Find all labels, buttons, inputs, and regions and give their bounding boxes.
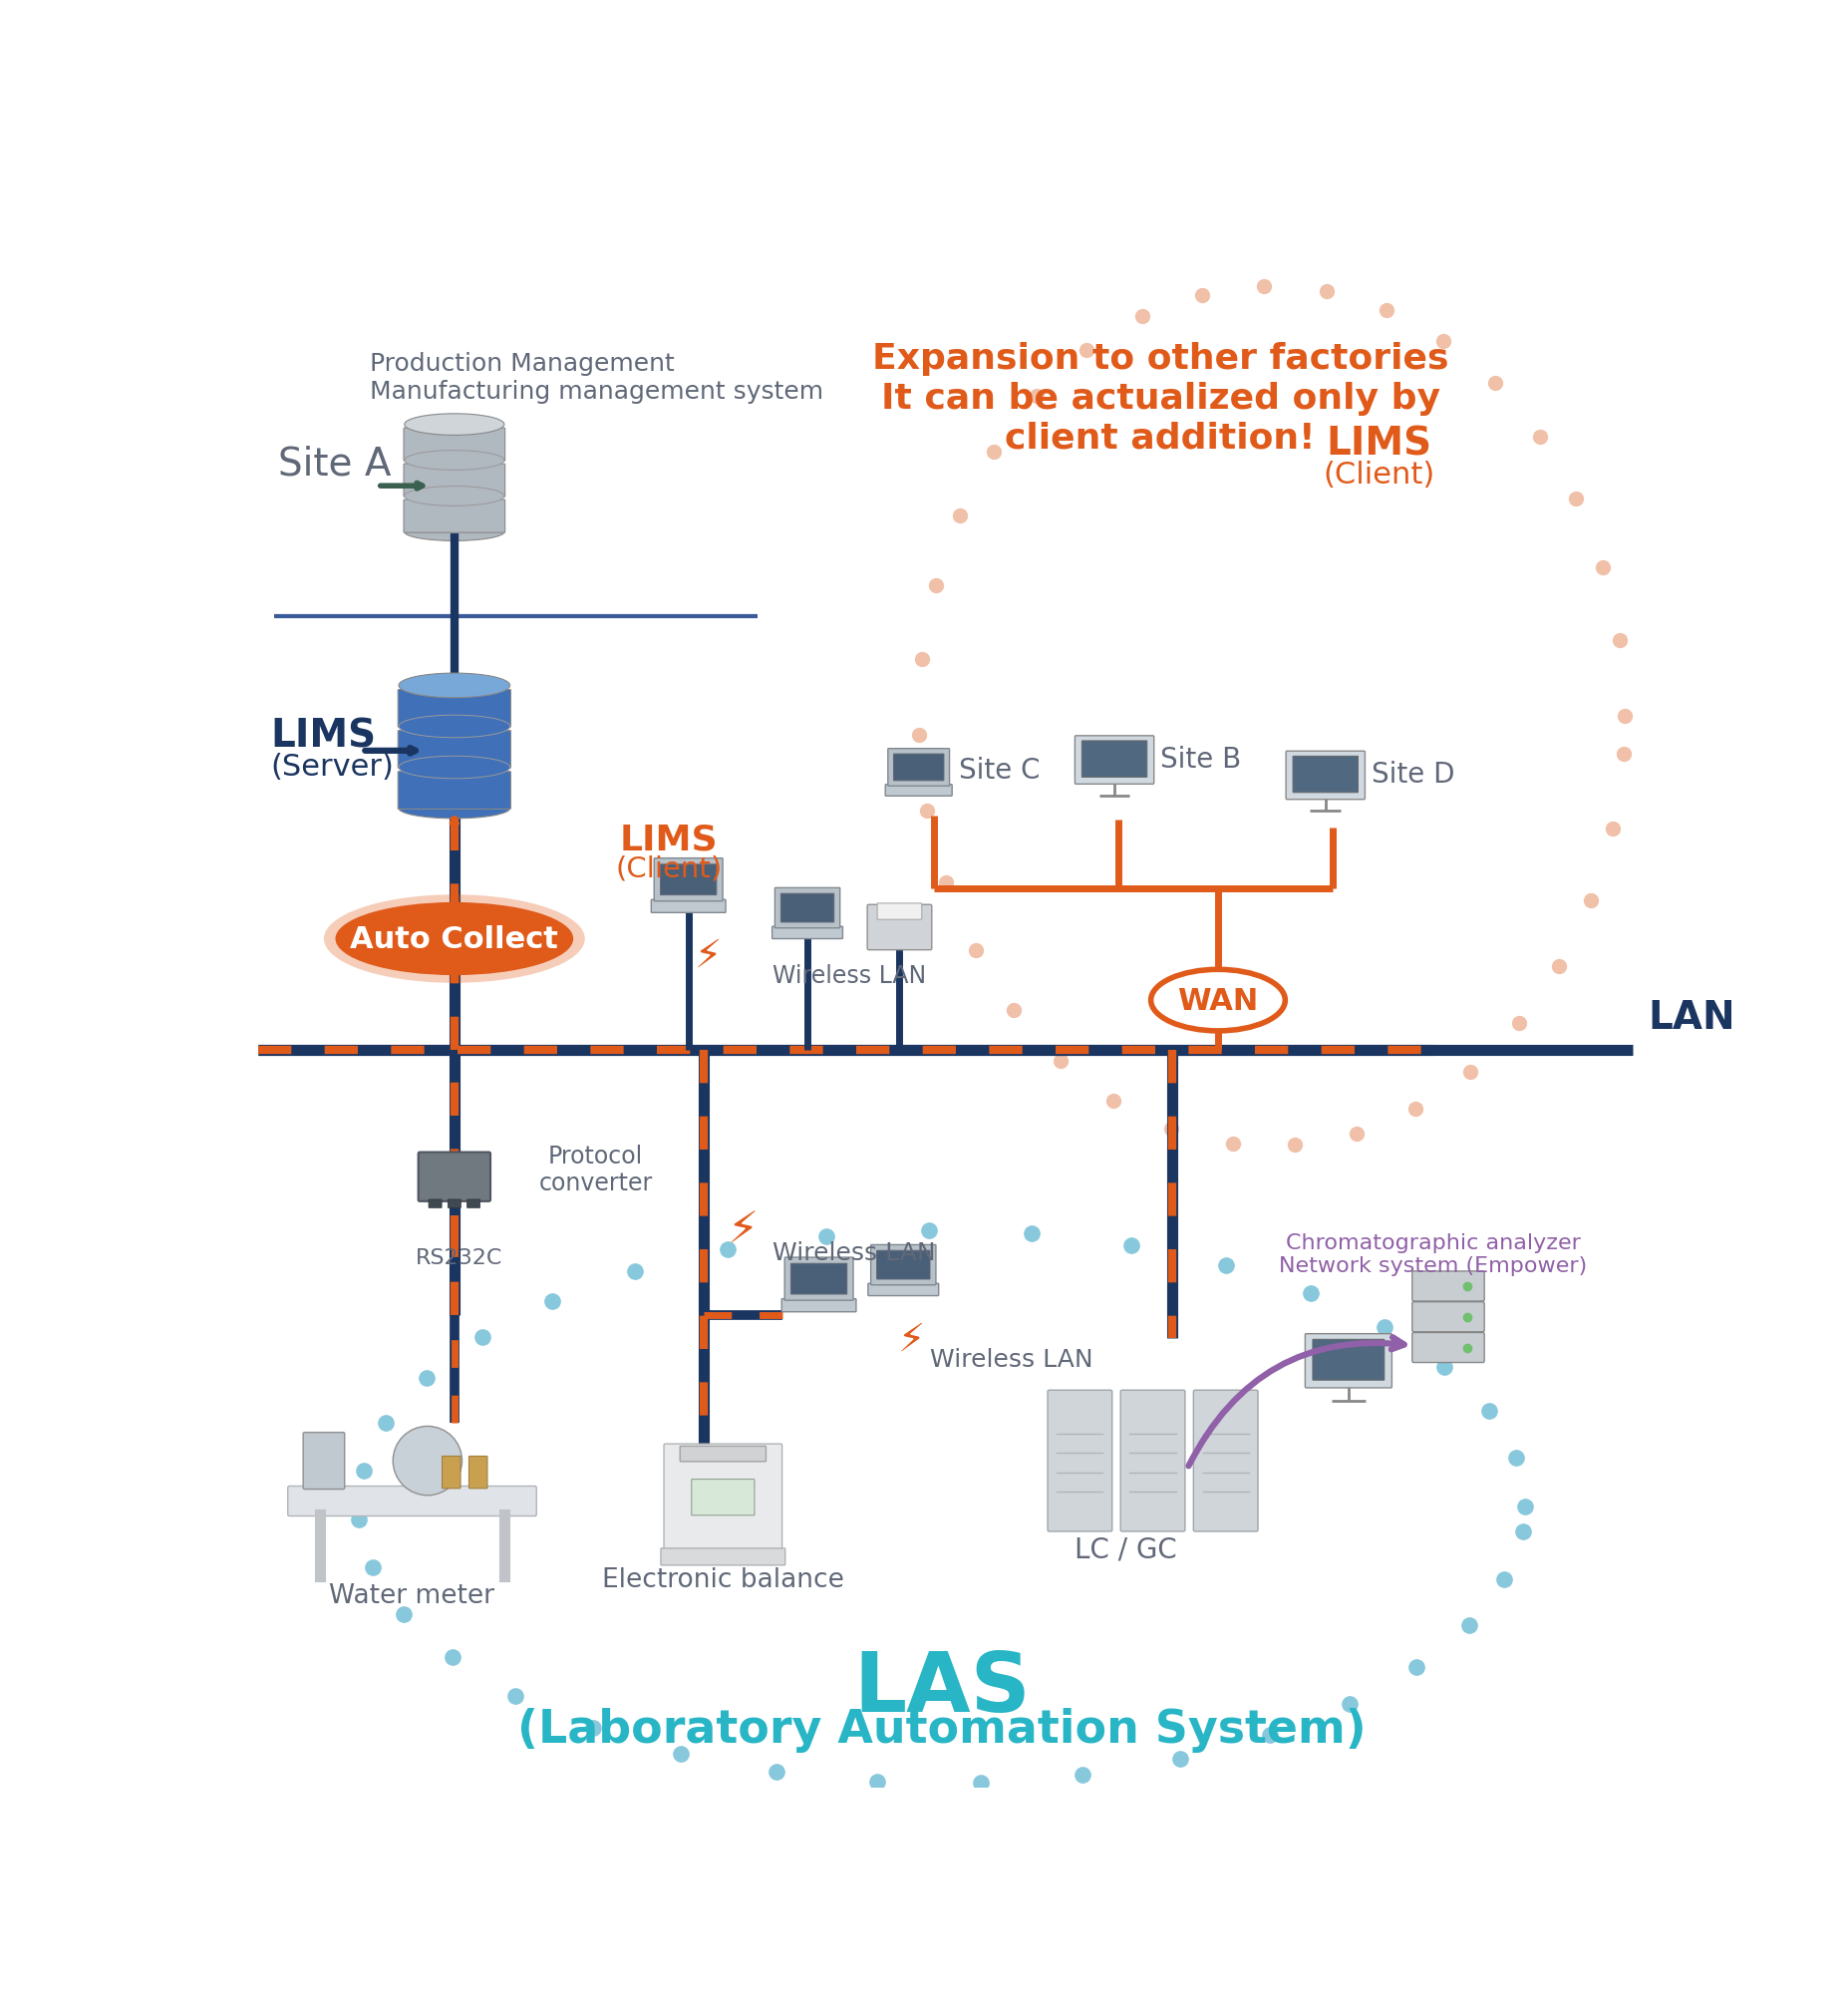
FancyBboxPatch shape <box>1312 1339 1384 1379</box>
Text: Auto Collect: Auto Collect <box>351 926 558 954</box>
Ellipse shape <box>405 414 505 436</box>
Text: Site D: Site D <box>1371 761 1454 789</box>
FancyBboxPatch shape <box>288 1486 536 1516</box>
FancyBboxPatch shape <box>691 1480 754 1516</box>
FancyBboxPatch shape <box>894 755 944 781</box>
FancyBboxPatch shape <box>1048 1390 1112 1532</box>
FancyBboxPatch shape <box>774 888 841 928</box>
FancyBboxPatch shape <box>876 1251 930 1279</box>
FancyBboxPatch shape <box>1412 1271 1484 1301</box>
FancyBboxPatch shape <box>791 1263 846 1295</box>
FancyBboxPatch shape <box>650 900 726 914</box>
FancyBboxPatch shape <box>785 1257 854 1301</box>
FancyBboxPatch shape <box>429 1199 442 1209</box>
FancyBboxPatch shape <box>867 906 931 950</box>
FancyBboxPatch shape <box>1305 1333 1392 1388</box>
FancyBboxPatch shape <box>885 785 952 797</box>
Text: Water meter: Water meter <box>329 1582 495 1608</box>
FancyBboxPatch shape <box>397 771 510 809</box>
FancyBboxPatch shape <box>887 749 950 787</box>
FancyBboxPatch shape <box>680 1446 765 1462</box>
FancyBboxPatch shape <box>442 1456 460 1488</box>
Text: Wireless LAN: Wireless LAN <box>772 964 926 988</box>
FancyBboxPatch shape <box>663 1444 782 1554</box>
Text: RS232C: RS232C <box>416 1247 503 1267</box>
Text: LC / GC: LC / GC <box>1076 1536 1177 1562</box>
Ellipse shape <box>405 486 505 506</box>
FancyBboxPatch shape <box>1412 1333 1484 1363</box>
FancyBboxPatch shape <box>1081 741 1148 777</box>
Ellipse shape <box>323 896 584 984</box>
FancyBboxPatch shape <box>397 691 510 727</box>
FancyBboxPatch shape <box>870 1245 935 1285</box>
Ellipse shape <box>405 524 505 542</box>
Text: (Client): (Client) <box>615 855 723 884</box>
Text: LIMS: LIMS <box>270 717 375 755</box>
FancyBboxPatch shape <box>878 904 922 920</box>
Ellipse shape <box>334 904 573 976</box>
FancyBboxPatch shape <box>403 500 505 534</box>
Text: Site A: Site A <box>277 444 392 482</box>
Ellipse shape <box>399 799 510 819</box>
Text: Production Management
Manufacturing management system: Production Management Manufacturing mana… <box>370 351 824 404</box>
Text: LAN: LAN <box>1648 998 1735 1036</box>
Text: Wireless LAN: Wireless LAN <box>930 1347 1094 1371</box>
Text: WAN: WAN <box>1177 986 1258 1016</box>
Ellipse shape <box>399 675 510 699</box>
Text: Expansion to other factories
It can be actualized only by
client addition!: Expansion to other factories It can be a… <box>872 341 1449 454</box>
FancyBboxPatch shape <box>303 1432 344 1490</box>
FancyBboxPatch shape <box>469 1456 488 1488</box>
Ellipse shape <box>394 1426 462 1496</box>
FancyBboxPatch shape <box>447 1199 460 1209</box>
FancyBboxPatch shape <box>418 1153 490 1201</box>
FancyBboxPatch shape <box>1294 757 1358 793</box>
FancyBboxPatch shape <box>468 1199 480 1209</box>
Ellipse shape <box>399 715 510 739</box>
Text: ⚡: ⚡ <box>726 1209 758 1251</box>
FancyBboxPatch shape <box>772 928 843 940</box>
FancyBboxPatch shape <box>397 731 510 769</box>
Text: ⚡: ⚡ <box>695 936 721 974</box>
FancyBboxPatch shape <box>782 1299 856 1311</box>
FancyBboxPatch shape <box>660 865 717 896</box>
FancyBboxPatch shape <box>1120 1390 1185 1532</box>
FancyBboxPatch shape <box>1076 737 1153 785</box>
Text: (Server): (Server) <box>270 753 394 781</box>
FancyBboxPatch shape <box>403 428 505 462</box>
Text: LAS: LAS <box>854 1647 1031 1727</box>
FancyBboxPatch shape <box>1412 1301 1484 1331</box>
FancyBboxPatch shape <box>869 1283 939 1295</box>
Text: (Client): (Client) <box>1323 460 1436 490</box>
Text: LIMS: LIMS <box>1327 426 1432 464</box>
FancyBboxPatch shape <box>403 464 505 498</box>
FancyArrowPatch shape <box>1188 1337 1404 1466</box>
Text: Electronic balance: Electronic balance <box>602 1566 845 1592</box>
Text: Protocol
converter: Protocol converter <box>540 1145 652 1195</box>
Text: ⚡: ⚡ <box>898 1319 924 1357</box>
Ellipse shape <box>399 757 510 779</box>
FancyBboxPatch shape <box>1286 751 1366 799</box>
Text: Site C: Site C <box>959 757 1040 785</box>
FancyBboxPatch shape <box>1194 1390 1258 1532</box>
FancyBboxPatch shape <box>662 1548 785 1566</box>
Text: Wireless LAN: Wireless LAN <box>772 1241 935 1265</box>
Text: Chromatographic analyzer
Network system (Empower): Chromatographic analyzer Network system … <box>1279 1233 1587 1275</box>
FancyBboxPatch shape <box>782 894 833 924</box>
Ellipse shape <box>405 452 505 470</box>
Text: Site B: Site B <box>1161 745 1242 773</box>
Ellipse shape <box>1151 970 1284 1032</box>
Text: (Laboratory Automation System): (Laboratory Automation System) <box>517 1707 1366 1753</box>
Text: LIMS: LIMS <box>621 823 719 857</box>
FancyBboxPatch shape <box>654 859 723 902</box>
